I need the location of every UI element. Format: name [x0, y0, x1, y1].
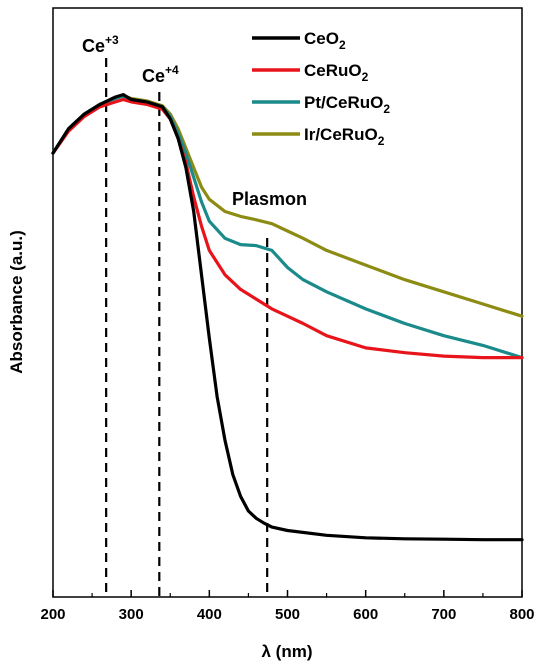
annotation-label: Ce+3 — [82, 33, 119, 56]
x-tick-label: 600 — [353, 606, 378, 623]
series-line-ceo2 — [51, 92, 524, 542]
y-axis-label: Absorbance (a.u.) — [7, 230, 26, 374]
legend-label: CeRuO2 — [304, 61, 369, 84]
x-axis-label: λ (nm) — [262, 642, 313, 661]
annotation-label: Plasmon — [232, 189, 307, 209]
x-tick-label: 400 — [197, 606, 222, 623]
x-tick-label: 700 — [431, 606, 456, 623]
x-axis-ticks: 200 300 400 500 600 700 800 — [40, 590, 535, 623]
legend-label: CeO2 — [304, 29, 346, 52]
legend-label: Pt/CeRuO2 — [304, 93, 390, 116]
series-lines — [51, 92, 524, 542]
x-tick-label: 500 — [275, 606, 300, 623]
annotation-lines: Ce+3 Ce+4 Plasmon — [82, 33, 307, 597]
annotation-label: Ce+4 — [142, 63, 179, 86]
x-tick-label: 800 — [509, 606, 534, 623]
x-tick-label: 200 — [40, 606, 65, 623]
x-tick-label: 300 — [119, 606, 144, 623]
legend-label: Ir/CeRuO2 — [304, 125, 385, 148]
series-line-ceruo2 — [51, 97, 524, 360]
legend: CeO2 CeRuO2 Pt/CeRuO2 Ir/CeRuO2 — [252, 29, 390, 148]
